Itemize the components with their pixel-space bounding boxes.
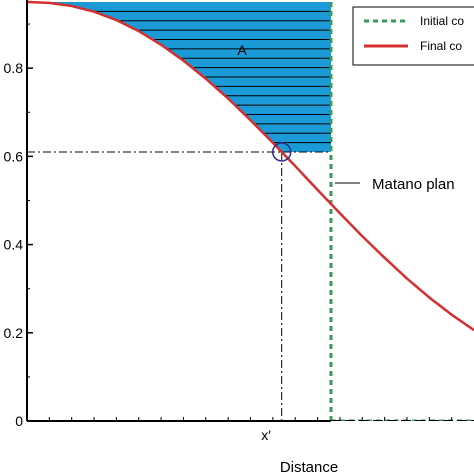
axes xyxy=(26,0,331,422)
legend: Initial co Final co xyxy=(352,6,474,66)
y-tick-label: 0.8 xyxy=(4,60,24,76)
legend-final-label: Final co xyxy=(420,39,462,53)
legend-initial-label: Initial co xyxy=(420,14,464,28)
legend-box xyxy=(352,6,474,66)
guide-lines xyxy=(27,151,360,421)
x-ticks xyxy=(48,417,453,421)
y-tick-label: 0.2 xyxy=(4,325,24,341)
y-ticks: 0 0.2 0.4 0.6 0.8 xyxy=(4,23,33,429)
y-tick-label: 0 xyxy=(15,413,23,429)
x-axis-label: Distance xyxy=(280,459,338,474)
annotations: A x′ Matano plan Distance xyxy=(237,42,454,474)
area-label: A xyxy=(237,42,247,58)
y-tick-label: 0.4 xyxy=(4,237,24,253)
intersection-marker xyxy=(271,142,292,162)
matano-plane-label: Matano plan xyxy=(372,176,455,193)
area-a-hatching xyxy=(92,10,331,144)
final-condition-curve xyxy=(27,0,474,332)
series-lines xyxy=(27,0,474,421)
x-marker-label: x′ xyxy=(261,427,271,443)
y-tick-label: 0.6 xyxy=(4,148,24,164)
